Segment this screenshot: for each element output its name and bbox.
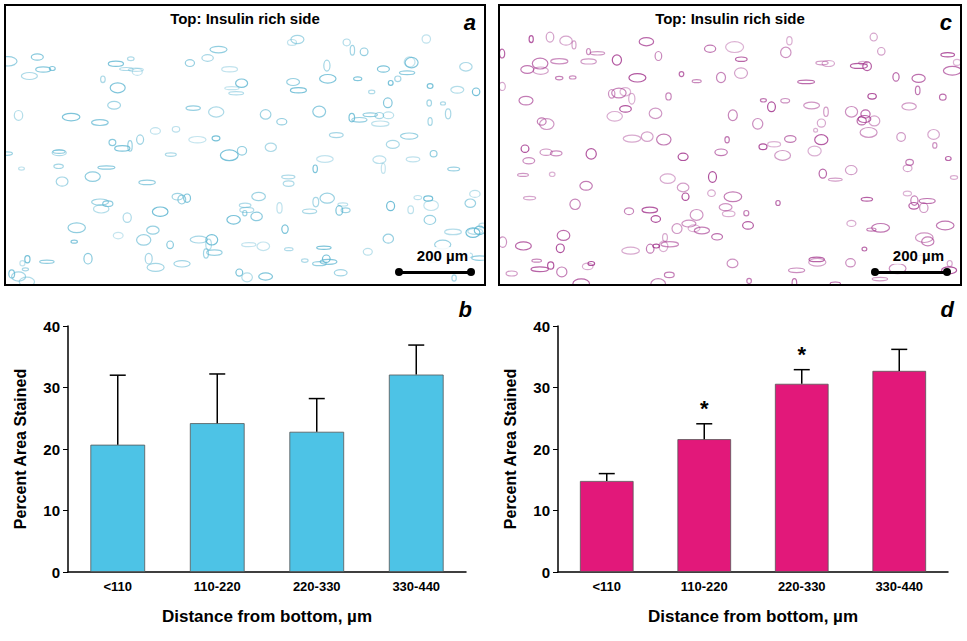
svg-text:10: 10 (533, 502, 550, 519)
svg-text:30: 30 (533, 379, 550, 396)
svg-text:330-440: 330-440 (392, 579, 440, 594)
svg-text:40: 40 (43, 318, 60, 335)
svg-text:<110: <110 (592, 579, 621, 594)
svg-text:110-220: 110-220 (681, 579, 728, 594)
svg-text:Percent Area Stained: Percent Area Stained (502, 369, 519, 529)
svg-text:40: 40 (533, 318, 550, 335)
svg-text:20: 20 (533, 441, 550, 458)
svg-text:d: d (941, 297, 955, 322)
svg-text:110-220: 110-220 (194, 579, 241, 594)
html-text:Top: Insulin rich side: Top: Insulin rich side (655, 10, 805, 27)
svg-text:*: * (797, 342, 806, 367)
svg-text:b: b (459, 297, 472, 322)
svg-text:220-330: 220-330 (293, 579, 341, 594)
html-text:Top: Insulin rich side: Top: Insulin rich side (170, 10, 320, 27)
svg-text:<110: <110 (103, 579, 132, 594)
svg-text:10: 10 (43, 502, 60, 519)
svg-text:220-330: 220-330 (778, 579, 826, 594)
svg-text:30: 30 (43, 379, 60, 396)
html-text:a: a (463, 10, 476, 35)
svg-text:0: 0 (542, 564, 550, 581)
svg-text:*: * (700, 396, 709, 421)
svg-text:330-440: 330-440 (875, 579, 923, 594)
html-text:200 µm: 200 µm (416, 247, 468, 264)
svg-text:Distance from bottom, µm: Distance from bottom, µm (648, 607, 858, 626)
html-text:200 µm: 200 µm (892, 247, 944, 264)
svg-text:0: 0 (52, 564, 60, 581)
svg-text:Distance from bottom, µm: Distance from bottom, µm (162, 607, 372, 626)
svg-text:Percent Area Stained: Percent Area Stained (12, 369, 29, 529)
html-text:c: c (939, 10, 952, 35)
svg-text:20: 20 (43, 441, 60, 458)
